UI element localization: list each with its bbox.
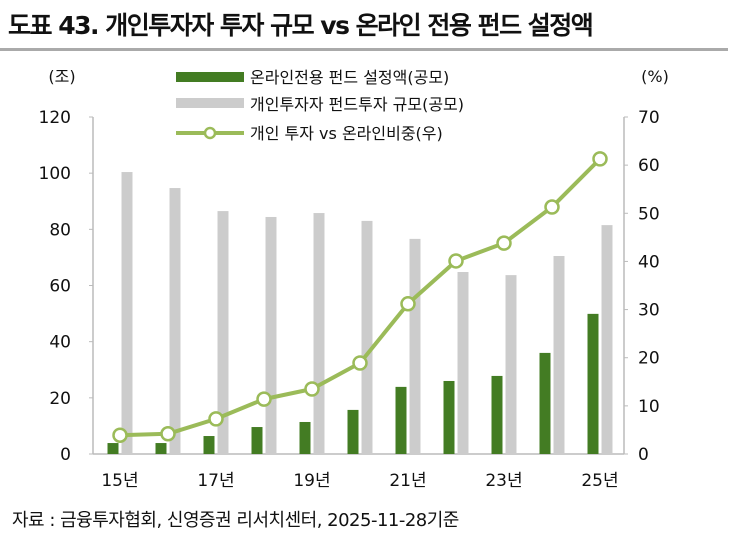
online-fund-bar [443, 380, 455, 454]
ratio-point [448, 253, 464, 269]
individual-fund-bar [169, 188, 181, 454]
ratio-point [544, 199, 560, 215]
legend-label-individual: 개인투자자 펀드투자 규모(공모) [250, 95, 464, 114]
right-axis-tick-label: 30 [638, 301, 660, 321]
individual-fund-bar [553, 256, 565, 454]
online-fund-bar [203, 436, 215, 454]
left-axis-tick-label: 40 [49, 333, 71, 353]
online-fund-bar [299, 421, 311, 454]
individual-fund-bar [601, 225, 613, 454]
online-fund-bar [347, 409, 359, 454]
online-fund-bar [107, 443, 119, 454]
ratio-point [400, 296, 416, 312]
left-axis-tick-label: 20 [49, 389, 71, 409]
x-axis-tick-label: 15년 [101, 471, 138, 491]
left-axis-unit: (조) [48, 67, 75, 86]
source-note: 자료 : 금융투자협회, 신영증권 리서치센터, 2025-11-28기준 [12, 510, 459, 531]
chart-title: 도표 43. 개인투자자 투자 규모 vs 온라인 전용 펀드 설정액 [8, 11, 594, 40]
legend-swatch-individual [176, 98, 244, 108]
ratio-point [352, 355, 368, 371]
x-axis-tick-label: 21년 [389, 471, 426, 491]
bars [107, 172, 613, 454]
individual-fund-bar [409, 238, 421, 454]
right-axis-tick-label: 10 [638, 397, 660, 417]
online-fund-bar [155, 443, 167, 454]
legend-swatch-online [176, 72, 244, 82]
left-axis-tick-label: 100 [39, 164, 71, 184]
legend-marker-ratio [203, 126, 217, 140]
legend-label-online: 온라인전용 펀드 설정액(공모) [250, 68, 449, 87]
legend-label-ratio: 개인 투자 vs 온라인비중(우) [250, 124, 443, 143]
online-fund-bar [539, 352, 551, 454]
x-axis-tick-label: 17년 [197, 471, 234, 491]
left-axis-tick-label: 60 [49, 277, 71, 297]
x-axis-tick-label: 19년 [293, 471, 330, 491]
right-axis-unit: (%) [641, 67, 669, 86]
ratio-point [160, 426, 176, 442]
individual-fund-bar [217, 211, 229, 454]
individual-fund-bar [361, 220, 373, 454]
axes: 0 20 40 60 80 100 120 0 10 20 30 40 50 60 70 15년 17년 19년 2… [39, 108, 660, 491]
online-fund-bar [395, 386, 407, 454]
title-divider [0, 48, 728, 51]
ratio-line [112, 151, 608, 443]
ratio-point [496, 235, 512, 251]
ratio-point [256, 391, 272, 407]
ratio-point [592, 151, 608, 167]
right-axis-tick-label: 60 [638, 156, 660, 176]
legend: 온라인전용 펀드 설정액(공모) 개인투자자 펀드투자 규모(공모) 개인 투자… [176, 68, 464, 143]
left-axis-tick-label: 0 [60, 445, 71, 465]
individual-fund-bar [457, 272, 469, 454]
x-axis-tick-label: 23년 [485, 471, 522, 491]
ratio-point [208, 411, 224, 427]
individual-fund-bar [505, 275, 517, 454]
right-axis-tick-label: 50 [638, 204, 660, 224]
right-axis-tick-label: 40 [638, 252, 660, 272]
individual-fund-bar [265, 216, 277, 454]
individual-fund-bar [313, 213, 325, 454]
left-axis-tick-label: 120 [39, 108, 71, 128]
right-axis-tick-label: 70 [638, 108, 660, 128]
ratio-point [112, 427, 128, 443]
online-fund-bar [587, 313, 599, 454]
right-axis-tick-label: 20 [638, 349, 660, 369]
ratio-point [304, 381, 320, 397]
individual-fund-bar [121, 172, 133, 454]
online-fund-bar [491, 375, 503, 454]
right-axis-tick-label: 0 [638, 445, 649, 465]
online-fund-bar [251, 427, 263, 454]
x-axis-tick-label: 25년 [581, 471, 618, 491]
left-axis-tick-label: 80 [49, 220, 71, 240]
ratio-line-path [119, 157, 602, 438]
